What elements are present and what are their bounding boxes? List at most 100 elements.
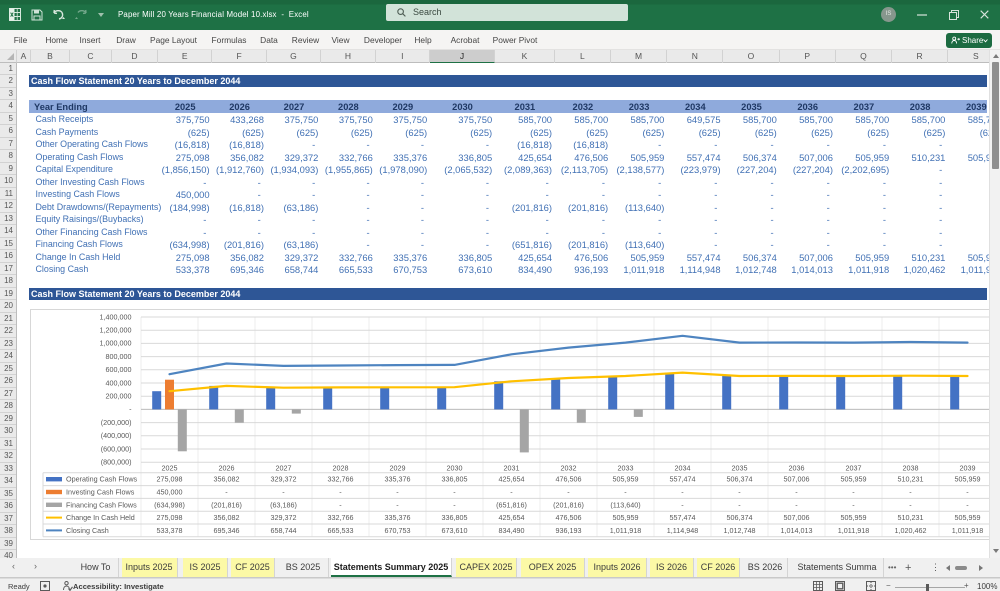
svg-text:Change In Cash Held: Change In Cash Held bbox=[66, 513, 135, 522]
svg-text:-: - bbox=[396, 500, 399, 509]
svg-text:505,959: 505,959 bbox=[955, 513, 981, 522]
svg-text:600,000: 600,000 bbox=[106, 365, 132, 374]
svg-text:-: - bbox=[396, 487, 399, 496]
svg-text:2037: 2037 bbox=[846, 463, 862, 472]
svg-text:-: - bbox=[909, 500, 912, 509]
svg-text:1,000,000: 1,000,000 bbox=[100, 338, 132, 347]
svg-text:356,082: 356,082 bbox=[214, 474, 240, 483]
svg-text:665,533: 665,533 bbox=[328, 525, 354, 534]
svg-text:Financing Cash Flows: Financing Cash Flows bbox=[66, 500, 137, 509]
svg-text:800,000: 800,000 bbox=[106, 351, 132, 360]
svg-text:2031: 2031 bbox=[504, 463, 520, 472]
svg-text:557,474: 557,474 bbox=[670, 513, 696, 522]
svg-text:2036: 2036 bbox=[789, 463, 805, 472]
svg-text:400,000: 400,000 bbox=[106, 378, 132, 387]
svg-text:335,376: 335,376 bbox=[385, 513, 411, 522]
svg-text:1,020,462: 1,020,462 bbox=[895, 525, 927, 534]
svg-text:-: - bbox=[339, 487, 342, 496]
svg-text:332,766: 332,766 bbox=[328, 513, 354, 522]
svg-text:2025: 2025 bbox=[162, 463, 178, 472]
svg-text:2029: 2029 bbox=[390, 463, 406, 472]
svg-text:1,400,000: 1,400,000 bbox=[100, 312, 132, 321]
svg-text:332,766: 332,766 bbox=[328, 474, 354, 483]
svg-text:-: - bbox=[129, 404, 132, 413]
svg-text:506,374: 506,374 bbox=[727, 474, 753, 483]
svg-text:2026: 2026 bbox=[219, 463, 235, 472]
svg-text:(600,000): (600,000) bbox=[101, 444, 132, 453]
svg-text:-: - bbox=[852, 487, 855, 496]
svg-text:(200,000): (200,000) bbox=[101, 417, 132, 426]
svg-text:505,959: 505,959 bbox=[841, 474, 867, 483]
svg-text:-: - bbox=[282, 487, 285, 496]
svg-text:2035: 2035 bbox=[732, 463, 748, 472]
svg-text:-: - bbox=[738, 487, 741, 496]
svg-text:505,959: 505,959 bbox=[955, 474, 981, 483]
svg-text:336,805: 336,805 bbox=[442, 513, 468, 522]
svg-text:1,200,000: 1,200,000 bbox=[100, 325, 132, 334]
svg-text:658,744: 658,744 bbox=[271, 525, 297, 534]
svg-text:425,654: 425,654 bbox=[499, 513, 525, 522]
svg-text:Closing Cash: Closing Cash bbox=[66, 525, 109, 534]
svg-text:200,000: 200,000 bbox=[106, 391, 132, 400]
svg-text:510,231: 510,231 bbox=[898, 513, 924, 522]
svg-text:834,490: 834,490 bbox=[499, 525, 525, 534]
svg-text:2038: 2038 bbox=[903, 463, 919, 472]
svg-text:450,000: 450,000 bbox=[157, 487, 183, 496]
svg-text:505,959: 505,959 bbox=[613, 474, 639, 483]
svg-text:-: - bbox=[624, 487, 627, 496]
svg-text:-: - bbox=[966, 487, 969, 496]
svg-text:-: - bbox=[852, 500, 855, 509]
svg-text:1,011,918: 1,011,918 bbox=[610, 525, 641, 534]
svg-text:533,378: 533,378 bbox=[157, 525, 183, 534]
svg-text:1,012,748: 1,012,748 bbox=[724, 525, 756, 534]
svg-text:275,098: 275,098 bbox=[157, 513, 183, 522]
svg-text:505,959: 505,959 bbox=[613, 513, 639, 522]
svg-text:510,231: 510,231 bbox=[898, 474, 924, 483]
svg-text:-: - bbox=[453, 487, 456, 496]
svg-text:(113,640): (113,640) bbox=[610, 500, 640, 509]
svg-text:2032: 2032 bbox=[561, 463, 577, 472]
svg-text:-: - bbox=[567, 487, 570, 496]
svg-text:670,753: 670,753 bbox=[385, 525, 411, 534]
svg-text:-: - bbox=[225, 487, 228, 496]
svg-text:476,506: 476,506 bbox=[556, 513, 582, 522]
svg-text:507,006: 507,006 bbox=[784, 474, 810, 483]
svg-text:2033: 2033 bbox=[618, 463, 634, 472]
svg-text:673,610: 673,610 bbox=[442, 525, 468, 534]
svg-text:2028: 2028 bbox=[333, 463, 349, 472]
svg-text:-: - bbox=[453, 500, 456, 509]
svg-text:2030: 2030 bbox=[447, 463, 463, 472]
svg-text:-: - bbox=[681, 487, 684, 496]
svg-text:-: - bbox=[738, 500, 741, 509]
svg-text:-: - bbox=[339, 500, 342, 509]
svg-text:Operating Cash Flows: Operating Cash Flows bbox=[66, 474, 138, 483]
svg-text:2039: 2039 bbox=[960, 463, 976, 472]
svg-text:-: - bbox=[795, 487, 798, 496]
svg-text:936,193: 936,193 bbox=[556, 525, 582, 534]
svg-text:695,346: 695,346 bbox=[214, 525, 240, 534]
svg-text:(634,998): (634,998) bbox=[154, 500, 185, 509]
svg-text:-: - bbox=[966, 500, 969, 509]
svg-text:476,506: 476,506 bbox=[556, 474, 582, 483]
svg-text:-: - bbox=[909, 487, 912, 496]
svg-text:-: - bbox=[681, 500, 684, 509]
svg-text:425,654: 425,654 bbox=[499, 474, 525, 483]
svg-text:(201,816): (201,816) bbox=[553, 500, 584, 509]
svg-text:(400,000): (400,000) bbox=[101, 431, 132, 440]
svg-text:507,006: 507,006 bbox=[784, 513, 810, 522]
svg-text:335,376: 335,376 bbox=[385, 474, 411, 483]
svg-text:275,098: 275,098 bbox=[157, 474, 183, 483]
svg-text:506,374: 506,374 bbox=[727, 513, 753, 522]
svg-text:Investing Cash Flows: Investing Cash Flows bbox=[66, 487, 135, 496]
svg-text:(201,816): (201,816) bbox=[211, 500, 242, 509]
svg-text:1,011,918: 1,011,918 bbox=[952, 525, 983, 534]
svg-text:329,372: 329,372 bbox=[271, 474, 297, 483]
svg-text:(63,186): (63,186) bbox=[270, 500, 297, 509]
svg-text:336,805: 336,805 bbox=[442, 474, 468, 483]
svg-text:2027: 2027 bbox=[276, 463, 292, 472]
svg-text:-: - bbox=[510, 487, 513, 496]
svg-text:557,474: 557,474 bbox=[670, 474, 696, 483]
svg-text:505,959: 505,959 bbox=[841, 513, 867, 522]
svg-text:1,014,013: 1,014,013 bbox=[781, 525, 813, 534]
svg-text:2034: 2034 bbox=[675, 463, 691, 472]
